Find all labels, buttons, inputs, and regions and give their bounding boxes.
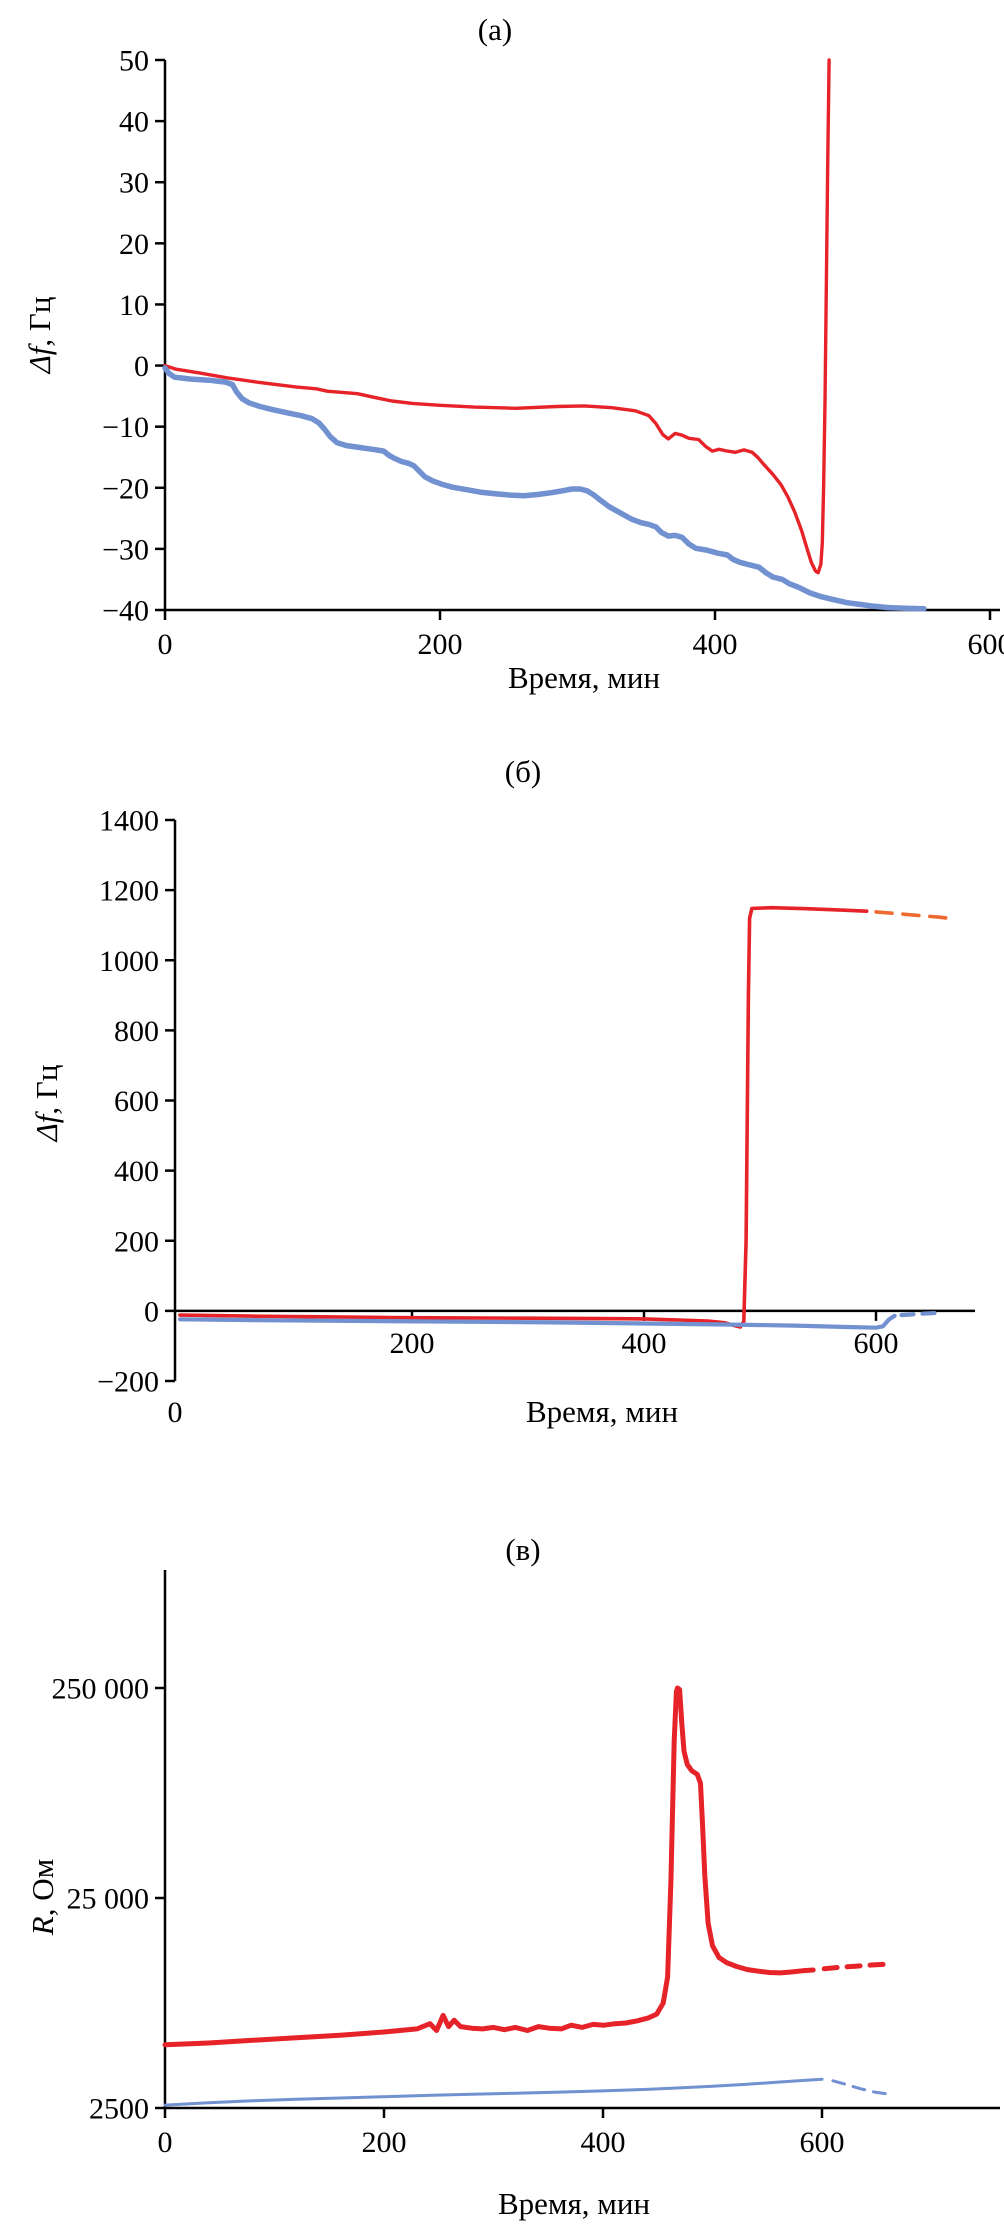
- y-tick-label: 40: [119, 106, 149, 139]
- x-tick-label: 0: [158, 2126, 173, 2159]
- panel-a: (а) Δf, Гц 50 40 30 20 10 0 −10 −20 −30 −40 0 200 40…: [0, 0, 1004, 746]
- x-tick-label: 200: [362, 2126, 407, 2159]
- x-tick-label: 600: [854, 1327, 899, 1360]
- panel-b-x-origin-label: 0: [167, 1396, 183, 1429]
- y-tick-label: −10: [102, 411, 149, 444]
- panel-b: (б) Δf, Гц 1400 1200 1000 800 600 400 200 0 −200…: [0, 746, 1004, 1492]
- series-red-dashed: [821, 1961, 891, 1972]
- x-tick-label: 600: [968, 628, 1004, 661]
- y-tick-label: 250 000: [52, 1673, 150, 1706]
- y-tick-label: 25 000: [67, 1883, 150, 1916]
- series-red-dashed: [874, 910, 950, 920]
- panel-b-xlabel: Время, мин: [525, 1394, 679, 1429]
- y-tick-label: 1000: [99, 945, 159, 978]
- y-tick-label: 20: [119, 228, 149, 261]
- x-tick-label: 0: [158, 628, 173, 661]
- y-tick-label: 50: [119, 45, 149, 78]
- y-tick-label: 200: [114, 1225, 159, 1258]
- panel-a-title: (а): [477, 12, 513, 47]
- panel-v-plot: 250 000 25 000 2500 0 200 400 600: [52, 1570, 1000, 2159]
- series-blue-dashed: [831, 2079, 890, 2096]
- series-red-solid: [162, 1685, 816, 2048]
- panel-v: (в) R, Ом 250 000 25 000 2500 0 200 400 600 Вр…: [0, 1492, 1004, 2238]
- y-tick-label: −200: [97, 1366, 159, 1399]
- y-tick-label: 800: [114, 1015, 159, 1048]
- y-tick-label: 1400: [99, 805, 159, 838]
- y-tick-label: −20: [102, 472, 149, 505]
- y-tick-label: −30: [102, 533, 149, 566]
- series-red-solid: [178, 905, 869, 1329]
- y-tick-label: 0: [144, 1295, 159, 1328]
- y-tick-label: 1200: [99, 875, 159, 908]
- y-tick-label: 0: [134, 350, 149, 383]
- x-tick-label: 600: [800, 2126, 845, 2159]
- y-tick-label: 400: [114, 1155, 159, 1188]
- y-tick-label: −40: [102, 595, 149, 628]
- panel-b-title: (б): [504, 754, 542, 789]
- x-tick-label: 400: [693, 628, 738, 661]
- x-tick-label: 200: [390, 1327, 435, 1360]
- panel-b-plot: 1400 1200 1000 800 600 400 200 0 −200 200 400 600: [97, 805, 975, 1399]
- series-blue-solid: [163, 2077, 824, 2107]
- series-blue-dashed: [899, 1310, 946, 1318]
- x-tick-label: 200: [418, 628, 463, 661]
- series-blue: [162, 365, 927, 612]
- panel-v-title: (в): [505, 1532, 541, 1567]
- series-blue-solid: [177, 1313, 897, 1330]
- y-tick-label: 10: [119, 289, 149, 322]
- x-tick-label: 400: [622, 1327, 667, 1360]
- x-tick-label: 400: [581, 2126, 626, 2159]
- panel-a-plot: 50 40 30 20 10 0 −10 −20 −30 −40 0 200 400 600: [102, 45, 1004, 662]
- panel-v-xlabel: Время, мин: [497, 2186, 651, 2221]
- series-red: [163, 58, 831, 575]
- y-tick-label: 2500: [89, 2093, 149, 2126]
- y-tick-label: 30: [119, 167, 149, 200]
- panel-a-xlabel: Время, мин: [507, 660, 661, 695]
- y-tick-label: 600: [114, 1085, 159, 1118]
